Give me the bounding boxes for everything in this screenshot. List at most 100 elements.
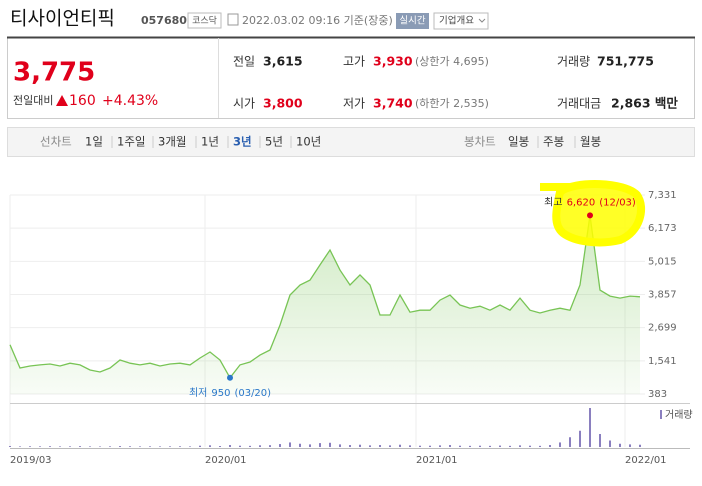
volume-bar: [149, 446, 151, 447]
volume-bar: [559, 442, 561, 447]
y-tick-label: 2,699: [648, 323, 677, 334]
volume-bar: [519, 445, 521, 447]
volume-bar: [159, 446, 161, 447]
volume-legend: 거래량: [665, 409, 693, 421]
min-date: (03/20): [234, 388, 271, 399]
period-tab[interactable]: 10년: [296, 135, 321, 149]
volume-bar: [249, 445, 251, 447]
volume-bar: [589, 408, 591, 447]
realtime: 실시간: [399, 16, 425, 27]
calendar-icon: [227, 13, 239, 26]
overview[interactable]: 기업개요: [439, 15, 474, 27]
volume-bar: [319, 443, 321, 447]
volume-bar: [99, 446, 101, 447]
volume-bar: [279, 444, 281, 447]
volume-bar: [29, 446, 31, 447]
max-label: 최고 6,620 (12/03): [544, 196, 636, 208]
volume-bar: [129, 446, 131, 447]
volume-bar: [229, 445, 231, 447]
max-label: 최고: [544, 196, 562, 208]
stat-value: 2,863 백만: [611, 96, 678, 111]
volume-bar: [409, 445, 411, 447]
change-label: 전일대비: [13, 93, 53, 107]
price: 3,775: [13, 58, 95, 88]
volume-bar: [639, 444, 641, 447]
volume-bar: [199, 445, 201, 447]
volume-bar: [89, 446, 91, 447]
volume-bar: [119, 446, 121, 447]
x-tick-label: 2019/03: [10, 455, 52, 466]
volume-bar: [459, 445, 461, 447]
volume-bar: [299, 443, 301, 447]
volume-bar: [349, 445, 351, 447]
y-tick-label: 1,541: [648, 356, 677, 367]
volume-bar: [629, 444, 631, 447]
volume-bar: [109, 446, 111, 447]
volume-bar: [509, 445, 511, 447]
y-tick-label: 5,015: [648, 256, 677, 267]
change: 160: [69, 93, 96, 109]
volume-bar: [479, 445, 481, 447]
y-tick-label: 6,173: [648, 223, 677, 234]
x-tick-label: 2022/01: [625, 455, 667, 466]
volume-bar: [189, 446, 191, 447]
volume-bar: [439, 445, 441, 447]
volume-bar: [449, 445, 451, 447]
period-tab[interactable]: 3개월: [158, 135, 186, 149]
volume-bar: [379, 445, 381, 447]
volume-bar: [69, 446, 71, 447]
change-rate: +4.43%: [102, 93, 158, 109]
volume-bar: [359, 444, 361, 447]
volume-bar: [39, 446, 41, 447]
volume-bar: [239, 445, 241, 447]
volume-bar: [339, 444, 341, 447]
volume-bar: [569, 437, 571, 447]
candle-tab[interactable]: 주봉: [543, 135, 564, 149]
candle-tab[interactable]: 일봉: [508, 135, 529, 149]
volume-bar: [79, 446, 81, 447]
period-tab[interactable]: 1일: [85, 135, 103, 149]
stock-code: 057680: [141, 14, 187, 27]
volume-bar: [269, 445, 271, 447]
volume-bar: [579, 430, 581, 447]
price-line: [9, 215, 641, 379]
overview-button[interactable]: [433, 12, 489, 30]
highlight: [540, 180, 645, 247]
period-tab[interactable]: 3년: [233, 135, 252, 149]
stat-value: 3,615: [263, 54, 303, 69]
tab-label: 선차트: [40, 135, 72, 149]
volume-bar: [609, 440, 611, 447]
volume-bar: [139, 446, 141, 447]
volume-bar: [369, 445, 371, 447]
stat-label: 전일: [233, 55, 255, 69]
period-tab[interactable]: 1주일: [117, 135, 145, 149]
volume-bar: [49, 446, 51, 447]
realtime-badge: [396, 13, 429, 29]
stat-limit: (상한가 4,695): [415, 55, 489, 68]
volume-bar: [329, 442, 331, 447]
datetime: 2022.03.02 09:16 기준(장중): [242, 14, 393, 27]
y-tick-label: 3,857: [648, 290, 677, 301]
stat-value: 3,930: [373, 54, 413, 69]
dropdown-arrow: [478, 18, 486, 23]
market: 코스닥: [192, 16, 217, 27]
min-label: 최저 950 (03/20): [189, 387, 271, 399]
volume-bar: [179, 446, 181, 447]
x-tick-label: 2020/01: [205, 455, 247, 466]
volume-bar: [529, 445, 531, 447]
volume-bar: [419, 445, 421, 447]
period-tab[interactable]: 5년: [265, 135, 283, 149]
volume-bar: [539, 445, 541, 447]
volume-bar: [19, 446, 21, 447]
period-tab[interactable]: 1년: [201, 135, 219, 149]
volume-bar: [309, 444, 311, 447]
volume-bar: [499, 445, 501, 447]
stat-label: 거래량: [557, 55, 590, 69]
stat-value: 3,740: [373, 96, 413, 111]
x-tick-label: 2021/01: [416, 455, 458, 466]
candle-tab[interactable]: 월봉: [580, 135, 601, 149]
volume-bar: [619, 443, 621, 447]
max-point: [587, 212, 593, 219]
